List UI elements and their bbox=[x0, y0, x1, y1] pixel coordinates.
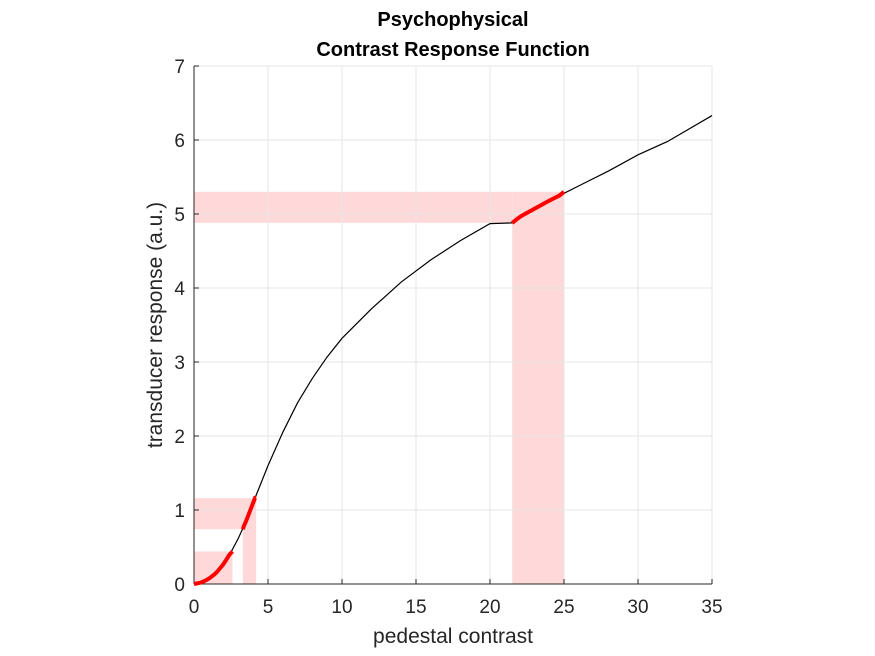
highlight-segment-1 bbox=[240, 495, 257, 530]
y-tick-label: 3 bbox=[174, 353, 185, 374]
highlight-segment-2 bbox=[510, 190, 566, 225]
chart-title-line-1: Psychophysical bbox=[377, 9, 528, 31]
y-tick-label: 0 bbox=[174, 575, 185, 596]
axes bbox=[193, 65, 713, 585]
tick-labels: 0 5 10 15 20 25 30 35 0 1 2 3 4 5 6 7 bbox=[174, 57, 722, 618]
highlight-bands bbox=[194, 191, 564, 585]
y-tick-label: 7 bbox=[174, 57, 185, 78]
y-tick-label: 5 bbox=[174, 205, 185, 226]
x-tick-label: 15 bbox=[405, 597, 426, 618]
x-tick-label: 30 bbox=[627, 597, 648, 618]
curve-layer bbox=[193, 115, 713, 585]
x-tick-label: 20 bbox=[479, 597, 500, 618]
grid-lines bbox=[193, 65, 713, 585]
y-tick-label: 1 bbox=[174, 501, 185, 522]
x-tick-label: 25 bbox=[553, 597, 574, 618]
highlight-segment-0 bbox=[193, 550, 234, 586]
y-tick-label: 2 bbox=[174, 427, 185, 448]
x-tick-label: 5 bbox=[263, 597, 274, 618]
x-tick-label: 10 bbox=[331, 597, 352, 618]
x-axis-label: pedestal contrast bbox=[373, 625, 533, 648]
highlight-band-horizontal-2 bbox=[194, 191, 513, 223]
response-curve bbox=[193, 115, 713, 585]
y-axis-label: transducer response (a.u.) bbox=[144, 202, 167, 448]
x-tick-label: 35 bbox=[701, 597, 722, 618]
highlight-band-vertical-2 bbox=[512, 191, 564, 585]
x-tick-label: 0 bbox=[189, 597, 200, 618]
highlight-segments bbox=[193, 190, 566, 586]
chart-title-line-2: Contrast Response Function bbox=[316, 39, 589, 61]
highlight-band-horizontal-1 bbox=[194, 498, 243, 530]
y-tick-label: 6 bbox=[174, 131, 185, 152]
y-tick-label: 4 bbox=[174, 279, 185, 300]
